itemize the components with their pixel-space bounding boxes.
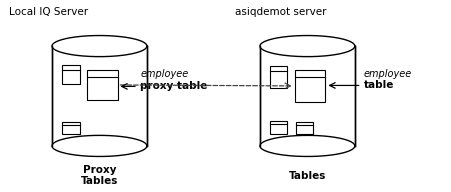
Text: employee: employee: [140, 69, 188, 79]
Bar: [87, 70, 117, 100]
Polygon shape: [259, 135, 354, 156]
Polygon shape: [259, 36, 354, 57]
Bar: [270, 66, 287, 88]
Bar: [295, 122, 313, 134]
Text: employee: employee: [363, 69, 411, 79]
Polygon shape: [52, 135, 147, 156]
Text: proxy table: proxy table: [140, 81, 207, 91]
Bar: [62, 65, 79, 84]
Text: Tables: Tables: [288, 171, 325, 181]
Bar: [62, 122, 79, 134]
Text: table: table: [363, 80, 393, 90]
Text: Local IQ Server: Local IQ Server: [9, 7, 88, 17]
Text: Proxy
Tables: Proxy Tables: [81, 165, 118, 186]
Bar: [270, 121, 287, 134]
Text: asiqdemot server: asiqdemot server: [235, 7, 326, 17]
Polygon shape: [52, 36, 147, 57]
Bar: [294, 70, 325, 102]
